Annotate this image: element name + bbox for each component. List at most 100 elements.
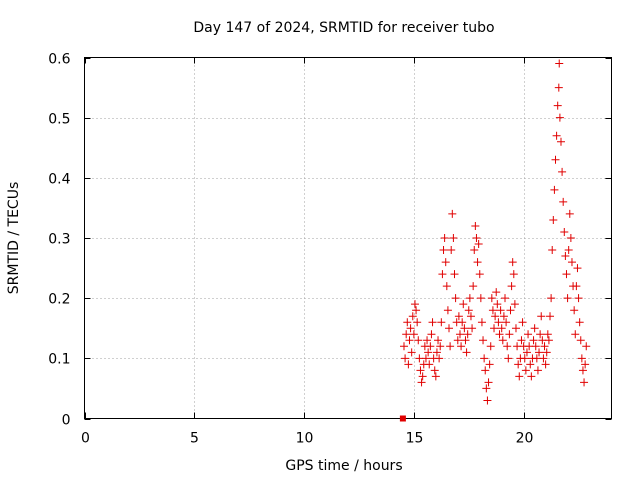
data-point — [480, 354, 489, 363]
x-axis-label: GPS time / hours — [285, 458, 402, 474]
data-point — [487, 294, 496, 303]
y-tick-label: 0.1 — [48, 352, 70, 368]
data-point — [559, 197, 568, 206]
x-tick-labels: 0 5 10 15 20 — [81, 431, 533, 447]
data-point — [484, 378, 493, 387]
data-point — [401, 354, 410, 363]
data-point — [533, 366, 542, 375]
data-point — [537, 312, 546, 321]
data-point — [458, 318, 467, 327]
y-tick-label: 0 — [62, 413, 71, 429]
data-point — [555, 59, 564, 68]
y-axis-label: SRMTID / TECUs — [6, 182, 22, 295]
data-point — [455, 330, 464, 339]
data-point — [575, 318, 584, 327]
data-point — [408, 312, 417, 321]
x-tick-label: 15 — [406, 431, 424, 447]
data-point — [404, 360, 413, 369]
y-tick-label: 0.4 — [48, 172, 70, 188]
data-point — [453, 336, 462, 345]
data-point — [473, 258, 482, 267]
y-tick-label: 0.6 — [48, 52, 70, 68]
data-point — [424, 348, 433, 357]
x-tick-label: 10 — [296, 431, 314, 447]
data-point — [405, 336, 414, 345]
data-point — [451, 294, 460, 303]
data-point — [535, 348, 544, 357]
data-point — [403, 318, 412, 327]
data-point — [448, 209, 457, 218]
data-point — [546, 312, 555, 321]
data-point — [495, 330, 504, 339]
data-point — [509, 270, 518, 279]
data-point — [435, 354, 444, 363]
data-point — [529, 336, 538, 345]
data-point — [581, 360, 590, 369]
data-point — [465, 294, 474, 303]
data-point — [530, 324, 539, 333]
data-point — [565, 209, 574, 218]
data-point — [573, 264, 582, 273]
y-tick-label: 0.5 — [48, 112, 70, 128]
data-point — [474, 240, 483, 249]
data-point — [553, 101, 562, 110]
data-point — [402, 330, 411, 339]
data-point — [520, 354, 529, 363]
data-point — [497, 324, 506, 333]
data-point — [443, 306, 452, 315]
data-point — [410, 300, 419, 309]
data-point — [479, 336, 488, 345]
data-point — [442, 282, 451, 291]
data-point — [490, 324, 499, 333]
data-point — [472, 234, 481, 242]
data-point — [406, 324, 415, 333]
data-point — [551, 155, 560, 164]
data-point — [457, 342, 466, 351]
data-point — [521, 366, 530, 375]
data-point — [423, 336, 432, 345]
data-point — [464, 306, 473, 315]
data-point — [555, 113, 564, 122]
data-point — [570, 306, 579, 315]
data-point — [447, 246, 456, 255]
data-point — [544, 336, 553, 345]
data-point — [417, 378, 426, 387]
data-point — [508, 258, 517, 267]
data-point — [437, 318, 446, 327]
data-point — [561, 252, 570, 261]
data-point — [439, 246, 448, 255]
data-point — [506, 306, 515, 315]
data-point — [560, 227, 569, 236]
data-point — [454, 312, 463, 321]
x-tick-label: 5 — [190, 431, 199, 447]
data-point — [542, 348, 551, 357]
data-point — [477, 318, 486, 327]
data-point — [399, 415, 406, 422]
data-point — [524, 330, 533, 339]
data-point — [463, 330, 472, 339]
data-point — [414, 336, 423, 345]
data-point — [547, 294, 556, 303]
data-point — [492, 288, 501, 297]
data-point — [409, 330, 418, 339]
data-point — [426, 342, 435, 351]
data-point — [552, 131, 561, 140]
data-point — [540, 342, 549, 351]
data-point — [498, 336, 507, 345]
data-point — [556, 137, 565, 146]
data-point — [501, 294, 510, 303]
data-point — [527, 372, 536, 381]
data-point — [539, 354, 548, 363]
data-point — [580, 378, 589, 387]
data-point — [449, 234, 458, 242]
data-point — [427, 330, 436, 339]
data-point — [471, 221, 480, 230]
plot-frame — [84, 57, 612, 419]
data-point — [413, 318, 422, 327]
y-tick-label: 0.2 — [48, 292, 70, 308]
data-point — [566, 234, 575, 242]
data-points — [399, 59, 591, 422]
data-point — [514, 360, 523, 369]
data-point — [399, 342, 408, 351]
data-point — [460, 324, 469, 333]
